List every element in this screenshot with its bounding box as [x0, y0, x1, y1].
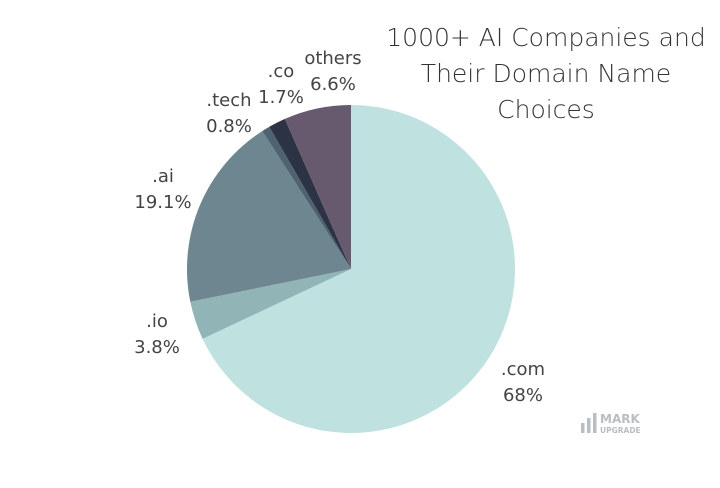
slice-label-tech: .tech 0.8% [206, 90, 252, 137]
slice-label-ai: .ai 19.1% [134, 166, 191, 213]
slice-label-ai-value: 19.1% [134, 192, 191, 213]
pie-slice-tech [262, 126, 351, 269]
pie-slice-ai [186, 131, 351, 302]
pie-slice-com [202, 105, 516, 434]
pie-slices [186, 105, 516, 434]
slice-label-io: .io 3.8% [134, 311, 180, 358]
slice-label-co-name: .co [268, 61, 295, 82]
slice-label-others-value: 6.6% [310, 74, 356, 95]
chart-title-line-1: 1000+ AI Companies and [386, 23, 705, 52]
chart-title-line-3: Choices [497, 95, 595, 124]
slice-label-others: others 6.6% [304, 48, 361, 95]
watermark-line-1: MARK [600, 412, 640, 426]
bar-chart-icon [581, 413, 597, 433]
pie-slice-co [269, 118, 351, 270]
watermark-line-2: UPGRADE [600, 426, 641, 435]
slice-label-ai-name: .ai [152, 166, 174, 187]
pie-slice-others [284, 105, 351, 269]
chart-title: 1000+ AI Companies and Their Domain Name… [386, 23, 705, 124]
slice-label-tech-value: 0.8% [206, 116, 252, 137]
slice-label-io-value: 3.8% [134, 337, 180, 358]
slice-label-tech-name: .tech [206, 90, 251, 111]
watermark-logo: MARK UPGRADE [581, 412, 641, 435]
slice-label-co-value: 1.7% [258, 87, 304, 108]
pie-slice-io [190, 269, 351, 339]
chart-title-line-2: Their Domain Name [421, 59, 671, 88]
slice-label-others-name: others [304, 48, 361, 69]
slice-label-co: .co 1.7% [258, 61, 304, 108]
slice-label-com-value: 68% [503, 385, 543, 406]
slice-label-com-name: .com [501, 359, 545, 380]
slice-label-io-name: .io [146, 311, 168, 332]
slice-label-com: .com 68% [501, 359, 545, 406]
